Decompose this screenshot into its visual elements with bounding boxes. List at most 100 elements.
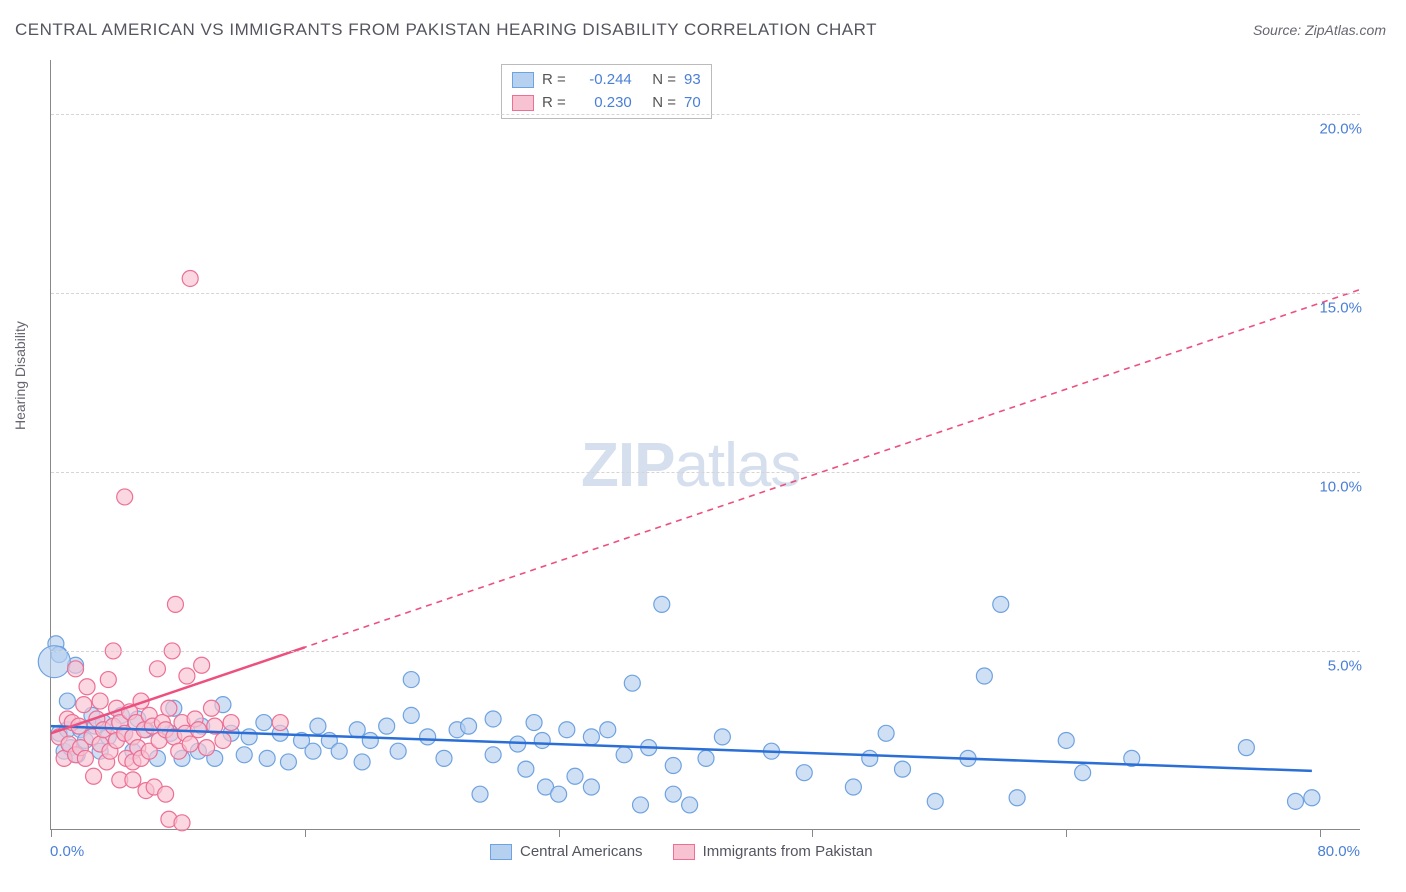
data-point bbox=[976, 668, 992, 684]
data-point bbox=[559, 722, 575, 738]
data-point bbox=[199, 740, 215, 756]
x-axis-min-label: 0.0% bbox=[50, 843, 84, 860]
data-point bbox=[551, 786, 567, 802]
data-point bbox=[461, 718, 477, 734]
legend-swatch bbox=[512, 95, 534, 111]
y-tick-label: 5.0% bbox=[1328, 657, 1362, 674]
data-point bbox=[436, 750, 452, 766]
legend-swatch bbox=[512, 72, 534, 88]
data-point bbox=[665, 786, 681, 802]
data-point bbox=[194, 657, 210, 673]
data-point bbox=[203, 700, 219, 716]
data-point bbox=[76, 697, 92, 713]
legend-item: Immigrants from Pakistan bbox=[673, 843, 873, 860]
stat-n-label: N = bbox=[640, 69, 676, 92]
data-point bbox=[331, 743, 347, 759]
data-point bbox=[1075, 765, 1091, 781]
source-attribution: Source: ZipAtlas.com bbox=[1253, 22, 1386, 38]
data-point bbox=[927, 793, 943, 809]
data-point bbox=[161, 700, 177, 716]
data-point bbox=[993, 596, 1009, 612]
x-tick bbox=[812, 829, 813, 837]
data-point bbox=[682, 797, 698, 813]
stat-r-value: 0.230 bbox=[574, 92, 632, 115]
data-point bbox=[403, 672, 419, 688]
data-point bbox=[796, 765, 812, 781]
data-point bbox=[92, 693, 108, 709]
chart-title: CENTRAL AMERICAN VS IMMIGRANTS FROM PAKI… bbox=[15, 20, 877, 40]
data-point bbox=[354, 754, 370, 770]
plot-region: ZIPatlas R = -0.244 N = 93R = 0.230 N = … bbox=[50, 60, 1360, 830]
stat-r-label: R = bbox=[542, 92, 566, 115]
y-tick-label: 10.0% bbox=[1319, 478, 1362, 495]
x-tick bbox=[305, 829, 306, 837]
stat-r-value: -0.244 bbox=[574, 69, 632, 92]
data-point bbox=[190, 722, 206, 738]
x-tick bbox=[559, 829, 560, 837]
data-point bbox=[68, 661, 84, 677]
x-tick bbox=[1066, 829, 1067, 837]
legend-label: Central Americans bbox=[520, 843, 643, 860]
data-point bbox=[1238, 740, 1254, 756]
data-point bbox=[310, 718, 326, 734]
data-point bbox=[583, 779, 599, 795]
gridline bbox=[51, 293, 1360, 294]
data-point bbox=[862, 750, 878, 766]
data-point bbox=[526, 715, 542, 731]
stat-n-value: 93 bbox=[684, 69, 701, 92]
source-prefix: Source: bbox=[1253, 22, 1305, 38]
data-point bbox=[77, 750, 93, 766]
stat-n-value: 70 bbox=[684, 92, 701, 115]
data-point bbox=[1304, 790, 1320, 806]
data-point bbox=[125, 772, 141, 788]
data-point bbox=[223, 715, 239, 731]
data-point bbox=[895, 761, 911, 777]
data-point bbox=[567, 768, 583, 784]
data-point bbox=[633, 797, 649, 813]
data-point bbox=[583, 729, 599, 745]
data-point bbox=[403, 707, 419, 723]
source-value: ZipAtlas.com bbox=[1305, 22, 1386, 38]
legend-item: Central Americans bbox=[490, 843, 643, 860]
gridline bbox=[51, 114, 1360, 115]
data-point bbox=[256, 715, 272, 731]
y-tick-label: 20.0% bbox=[1319, 120, 1362, 137]
data-point bbox=[182, 270, 198, 286]
legend-label: Immigrants from Pakistan bbox=[703, 843, 873, 860]
data-point bbox=[179, 668, 195, 684]
data-point bbox=[215, 732, 231, 748]
legend-swatch bbox=[673, 844, 695, 860]
data-point bbox=[616, 747, 632, 763]
data-point bbox=[349, 722, 365, 738]
data-point bbox=[362, 732, 378, 748]
data-point bbox=[878, 725, 894, 741]
data-point bbox=[100, 672, 116, 688]
data-point bbox=[518, 761, 534, 777]
data-point bbox=[654, 596, 670, 612]
data-point bbox=[1009, 790, 1025, 806]
data-point bbox=[280, 754, 296, 770]
data-point bbox=[241, 729, 257, 745]
data-point bbox=[259, 750, 275, 766]
data-point bbox=[420, 729, 436, 745]
data-point bbox=[714, 729, 730, 745]
x-axis-max-label: 80.0% bbox=[1317, 843, 1360, 860]
chart-svg bbox=[51, 60, 1360, 829]
gridline bbox=[51, 472, 1360, 473]
y-tick-label: 15.0% bbox=[1319, 299, 1362, 316]
data-point bbox=[158, 786, 174, 802]
data-point bbox=[149, 661, 165, 677]
data-point bbox=[1058, 732, 1074, 748]
y-axis-label: Hearing Disability bbox=[12, 321, 28, 430]
chart-area: ZIPatlas R = -0.244 N = 93R = 0.230 N = … bbox=[50, 60, 1360, 830]
data-point bbox=[174, 815, 190, 831]
data-point bbox=[665, 758, 681, 774]
data-point bbox=[845, 779, 861, 795]
bottom-legend: Central Americans Immigrants from Pakista… bbox=[490, 843, 873, 860]
stat-n-label: N = bbox=[640, 92, 676, 115]
stat-r-label: R = bbox=[542, 69, 566, 92]
legend-swatch bbox=[490, 844, 512, 860]
data-point bbox=[117, 489, 133, 505]
data-point bbox=[485, 711, 501, 727]
data-point bbox=[1288, 793, 1304, 809]
